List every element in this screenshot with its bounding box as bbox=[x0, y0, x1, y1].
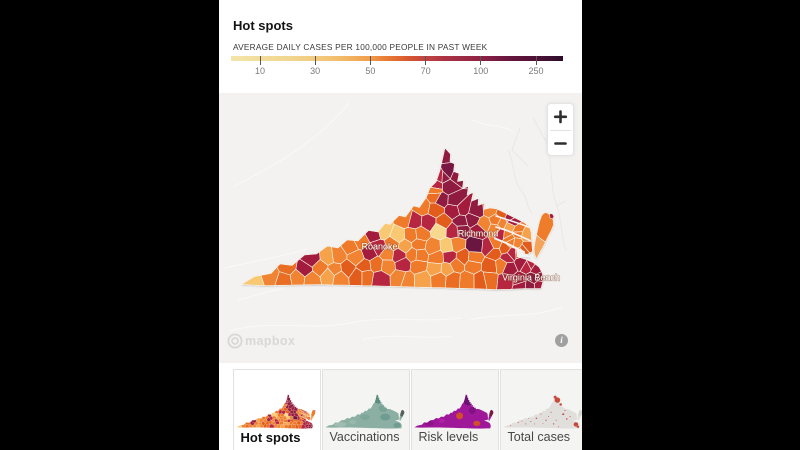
svg-text:Virginia Beach: Virginia Beach bbox=[502, 273, 560, 283]
svg-text:Roanoke: Roanoke bbox=[361, 242, 397, 252]
svg-text:Richmond: Richmond bbox=[458, 229, 499, 239]
